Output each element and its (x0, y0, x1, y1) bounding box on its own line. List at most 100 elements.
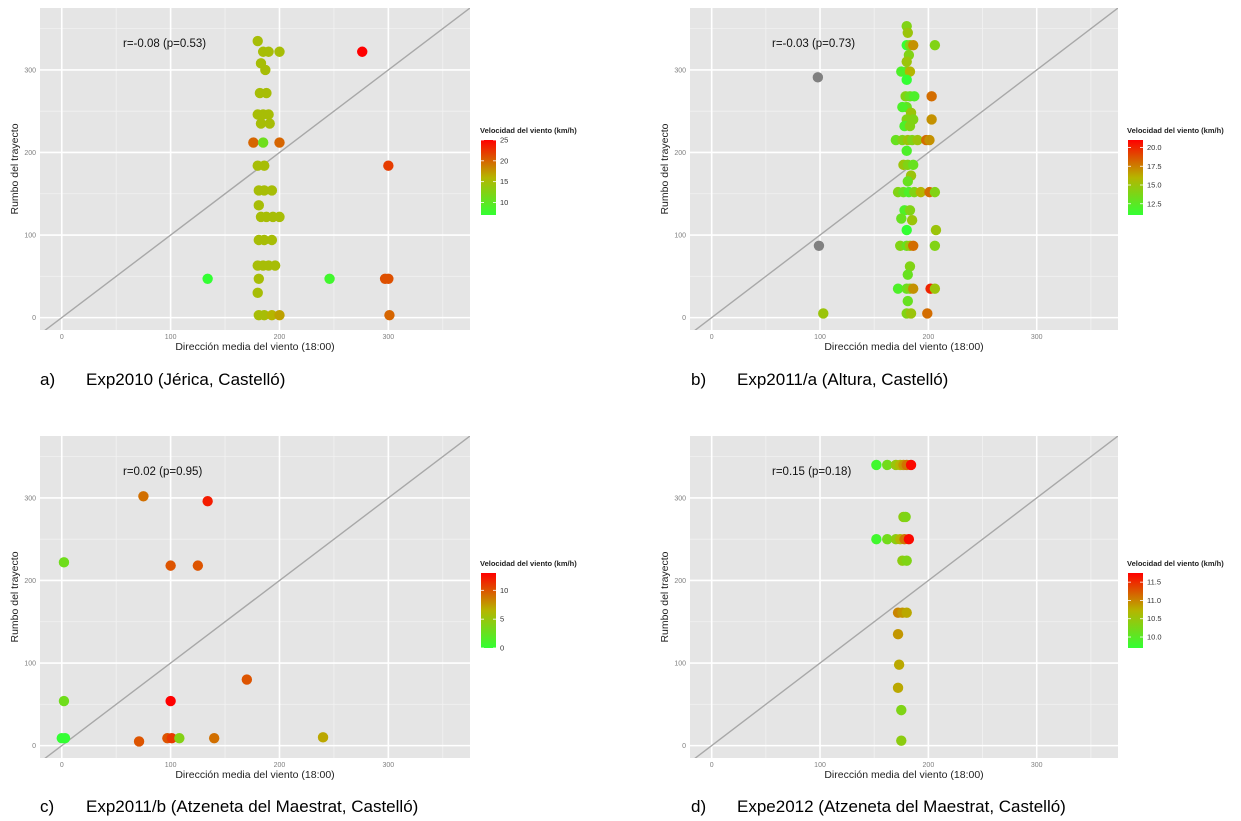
data-point (882, 534, 893, 545)
data-point (901, 145, 912, 157)
data-point (257, 137, 269, 148)
data-point (383, 160, 394, 171)
correlation-annotation: r=-0.08 (p=0.53) (123, 38, 206, 50)
data-point (892, 283, 904, 294)
data-point (896, 66, 907, 77)
legend-tick-label: 11.0 (1147, 596, 1161, 605)
reference-line (44, 436, 470, 758)
data-point (166, 732, 177, 744)
y-axis-label: Rumbo del trayecto (9, 551, 21, 642)
y-tick-label: 200 (674, 578, 686, 585)
data-point (901, 56, 912, 67)
legend-tick-label: 10.5 (1147, 614, 1162, 623)
data-point (274, 309, 285, 321)
reference-line (694, 436, 1118, 758)
legend-tick-label: 20 (500, 156, 508, 165)
data-point (908, 159, 919, 171)
data-point (909, 91, 920, 102)
x-axis-label: Dirección media del viento (18:00) (175, 769, 334, 781)
y-tick-label: 0 (32, 743, 36, 750)
data-point (813, 240, 825, 251)
legend-tick-label: 10 (500, 586, 508, 595)
correlation-annotation: r=0.15 (p=0.18) (772, 466, 851, 478)
x-tick-label: 0 (710, 762, 714, 769)
legend-tick-label: 11.5 (1147, 578, 1161, 587)
y-tick-label: 0 (682, 315, 686, 322)
data-point (261, 87, 272, 99)
legend-title: Velocidad del viento (km/h) (480, 126, 577, 135)
data-point (248, 137, 259, 148)
y-tick-label: 300 (674, 67, 686, 74)
panel-a: 0 100 200 300 0 100 200 300 Dirección media del … (9, 8, 577, 353)
caption-a: a) Exp2010 (Jérica, Castelló) (40, 370, 285, 390)
legend-tick-label: 5 (500, 615, 504, 624)
legend-tick-label: 0 (500, 644, 504, 653)
legend-tick-label: 10 (500, 198, 508, 207)
legend-tick-label: 10.0 (1147, 633, 1162, 642)
x-tick-label: 300 (1031, 762, 1043, 769)
x-tick-label: 200 (923, 762, 935, 769)
plot-area (40, 436, 470, 758)
x-tick-label: 0 (60, 762, 64, 769)
y-tick-label: 200 (674, 150, 686, 157)
data-point (906, 214, 918, 226)
x-tick-label: 0 (710, 334, 714, 341)
y-tick-label: 200 (24, 150, 36, 157)
data-point (929, 240, 941, 251)
data-point (896, 213, 907, 224)
legend-colorbar (481, 573, 496, 648)
plot-area (690, 436, 1118, 758)
y-tick-label: 0 (682, 743, 686, 750)
x-tick-label: 100 (165, 762, 177, 769)
data-point (259, 160, 270, 171)
legend-tick-label: 15.0 (1147, 181, 1162, 190)
data-point (259, 185, 270, 196)
data-point (904, 66, 916, 77)
legend-tick-label: 25 (500, 136, 508, 145)
data-point (892, 628, 904, 640)
data-point (905, 459, 917, 471)
data-point (930, 224, 942, 236)
data-point (263, 109, 274, 120)
y-tick-label: 100 (674, 233, 686, 240)
reference-line (44, 8, 470, 330)
data-point (882, 459, 893, 471)
caption-text: Exp2011/b (Atzeneta del Maestrat, Castel… (86, 797, 419, 816)
data-point (818, 308, 829, 319)
data-point (58, 695, 70, 707)
data-point (929, 283, 941, 294)
data-point (260, 64, 271, 76)
data-point (263, 46, 274, 57)
y-axis-label: Rumbo del trayecto (659, 551, 671, 642)
y-tick-label: 100 (24, 661, 36, 668)
data-point (812, 72, 824, 83)
data-point (897, 101, 908, 113)
data-point (902, 295, 913, 307)
data-point (871, 459, 882, 471)
data-point (896, 735, 907, 746)
data-point (922, 308, 933, 319)
x-axis-label: Dirección media del viento (18:00) (824, 341, 983, 353)
x-tick-label: 100 (165, 334, 177, 341)
data-point (904, 120, 916, 132)
x-axis-label: Dirección media del viento (18:00) (175, 341, 334, 353)
data-point (274, 211, 285, 223)
y-tick-label: 0 (32, 315, 36, 322)
data-point (926, 91, 937, 102)
data-point (165, 560, 176, 571)
data-point (274, 46, 285, 57)
data-point (264, 118, 275, 129)
data-point (893, 659, 905, 670)
x-tick-label: 200 (274, 762, 286, 769)
x-tick-label: 300 (383, 762, 395, 769)
legend-title: Velocidad del viento (km/h) (1127, 559, 1224, 568)
plot-area (40, 8, 470, 330)
data-point (908, 283, 919, 294)
data-point (905, 308, 917, 319)
legend-title: Velocidad del viento (km/h) (480, 559, 577, 568)
legend-tick-label: 12.5 (1147, 199, 1162, 208)
caption-text: Exp2011/a (Altura, Castelló) (737, 370, 949, 389)
data-point (929, 186, 941, 198)
data-point (904, 205, 916, 216)
